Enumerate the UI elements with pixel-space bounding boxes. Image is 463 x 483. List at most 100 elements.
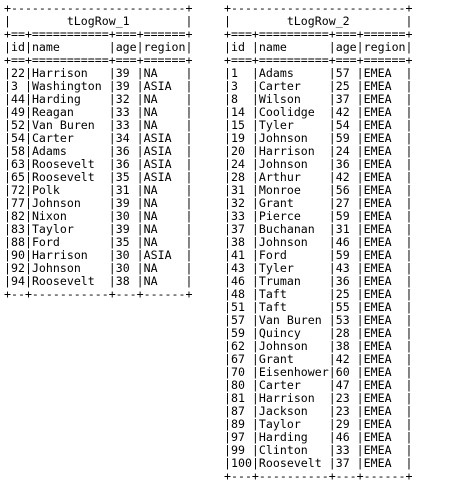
cell-region: EMEA (363, 352, 392, 366)
cell-age: 56 (335, 183, 350, 197)
cell-region: ASIA (143, 157, 172, 171)
cell-name: Harrison (31, 66, 88, 80)
cell-region: EMEA (363, 131, 392, 145)
table-row: |46 |Truman |36 |EMEA | (224, 274, 413, 288)
cell-id: 77 (10, 196, 25, 210)
cell-region: ASIA (143, 248, 172, 262)
table-row: |54|Carter |34 |ASIA | (4, 131, 193, 145)
table-row: |14 |Coolidge |42 |EMEA | (224, 105, 413, 119)
cell-name: Nixon (31, 209, 67, 223)
cell-age: 38 (335, 339, 350, 353)
cell-id: 100 (230, 456, 252, 470)
cell-id: 58 (10, 144, 25, 158)
cell-id: 22 (10, 66, 25, 80)
cell-region: EMEA (363, 430, 392, 444)
cell-age: 47 (335, 378, 350, 392)
table-row: |41 |Ford |59 |EMEA | (224, 248, 413, 262)
cell-name: Carter (31, 131, 74, 145)
cell-name: Washington (31, 79, 102, 93)
table-row: |33 |Pierce |59 |EMEA | (224, 209, 413, 223)
cell-id: 63 (10, 157, 25, 171)
cell-name: Polk (31, 183, 60, 197)
cell-region: EMEA (363, 183, 392, 197)
cell-id: 97 (230, 430, 245, 444)
column-header-age: age (335, 40, 357, 54)
cell-id: 67 (230, 352, 245, 366)
cell-id: 37 (230, 222, 245, 236)
cell-age: 55 (335, 300, 350, 314)
cell-id: 3 (10, 79, 18, 93)
table-row: |87 |Jackson |23 |EMEA | (224, 404, 413, 418)
cell-id: 59 (230, 326, 245, 340)
cell-age: 39 (115, 222, 130, 236)
table-row: |88|Ford |35 |NA | (4, 235, 193, 249)
cell-region: EMEA (363, 157, 392, 171)
cell-id: 52 (10, 118, 25, 132)
cell-region: ASIA (143, 131, 172, 145)
cell-age: 57 (335, 66, 350, 80)
cell-name: Coolidge (258, 105, 315, 119)
cell-region: EMEA (363, 391, 392, 405)
cell-id: 41 (230, 248, 245, 262)
cell-region: NA (143, 274, 158, 288)
cell-region: EMEA (363, 443, 392, 457)
cell-age: 31 (115, 183, 130, 197)
cell-region: EMEA (363, 339, 392, 353)
cell-region: EMEA (363, 66, 392, 80)
table-row: |83|Taylor |39 |NA | (4, 222, 193, 236)
cell-age: 46 (335, 235, 350, 249)
table-row: |32 |Grant |27 |EMEA | (224, 196, 413, 210)
cell-id: 46 (230, 274, 245, 288)
cell-name: Johnson (258, 157, 308, 171)
cell-name: Taylor (31, 222, 74, 236)
cell-age: 54 (335, 118, 350, 132)
cell-age: 59 (335, 248, 350, 262)
cell-name: Johnson (258, 131, 308, 145)
table-row: |89 |Taylor |29 |EMEA | (224, 417, 413, 431)
cell-age: 30 (115, 261, 130, 275)
table-row: |63|Roosevelt |36 |ASIA | (4, 157, 193, 171)
column-header-name: name (258, 40, 287, 54)
table-row: |82|Nixon |30 |NA | (4, 209, 193, 223)
cell-age: 39 (115, 79, 130, 93)
cell-age: 32 (115, 92, 130, 106)
cell-name: Grant (258, 196, 294, 210)
cell-age: 36 (335, 157, 350, 171)
table-row: |52|Van Buren |33 |NA | (4, 118, 193, 132)
cell-region: NA (143, 118, 158, 132)
table-row: |57 |Van Buren |53 |EMEA | (224, 313, 413, 327)
cell-name: Harrison (31, 248, 88, 262)
cell-region: EMEA (363, 287, 392, 301)
table-row: |20 |Harrison |24 |EMEA | (224, 144, 413, 158)
cell-age: 33 (335, 443, 350, 457)
cell-name: Harding (258, 430, 308, 444)
cell-name: Clinton (258, 443, 308, 457)
table-row: |100|Roosevelt |37 |EMEA | (224, 456, 413, 470)
cell-id: 94 (10, 274, 25, 288)
table-row: |15 |Tyler |54 |EMEA | (224, 118, 413, 132)
table-border-header-bottom: +===+==========+===+======+ (224, 53, 413, 67)
cell-region: EMEA (363, 248, 392, 262)
cell-name: Reagan (31, 105, 74, 119)
cell-name: Harrison (258, 144, 315, 158)
cell-id: 44 (10, 92, 25, 106)
table-border-header-bottom: +==+===========+===+======+ (4, 53, 193, 67)
cell-id: 72 (10, 183, 25, 197)
table-row: |97 |Harding |46 |EMEA | (224, 430, 413, 444)
cell-region: EMEA (363, 235, 392, 249)
cell-region: EMEA (363, 209, 392, 223)
cell-region: EMEA (363, 274, 392, 288)
cell-id: 80 (230, 378, 245, 392)
cell-age: 28 (335, 326, 350, 340)
column-header-id: id (10, 40, 25, 54)
cell-age: 39 (115, 66, 130, 80)
table-row: |1 |Adams |57 |EMEA | (224, 66, 413, 80)
table-row: |72|Polk |31 |NA | (4, 183, 193, 197)
cell-region: NA (143, 66, 158, 80)
cell-name: Carter (258, 378, 301, 392)
cell-name: Roosevelt (31, 170, 95, 184)
table-border-top: +-------------------------+ (4, 1, 193, 15)
cell-region: EMEA (363, 378, 392, 392)
cell-region: NA (143, 183, 158, 197)
cell-id: 33 (230, 209, 245, 223)
